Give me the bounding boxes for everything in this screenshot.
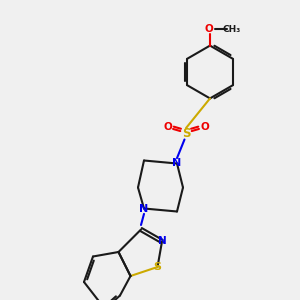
Text: N: N [172, 158, 182, 169]
Text: S: S [182, 127, 190, 140]
Text: CH₃: CH₃ [223, 25, 241, 34]
Text: O: O [205, 24, 214, 34]
Text: S: S [154, 262, 161, 272]
Text: N: N [140, 203, 148, 214]
Text: N: N [158, 236, 166, 247]
Text: O: O [200, 122, 209, 132]
Text: O: O [163, 122, 172, 132]
